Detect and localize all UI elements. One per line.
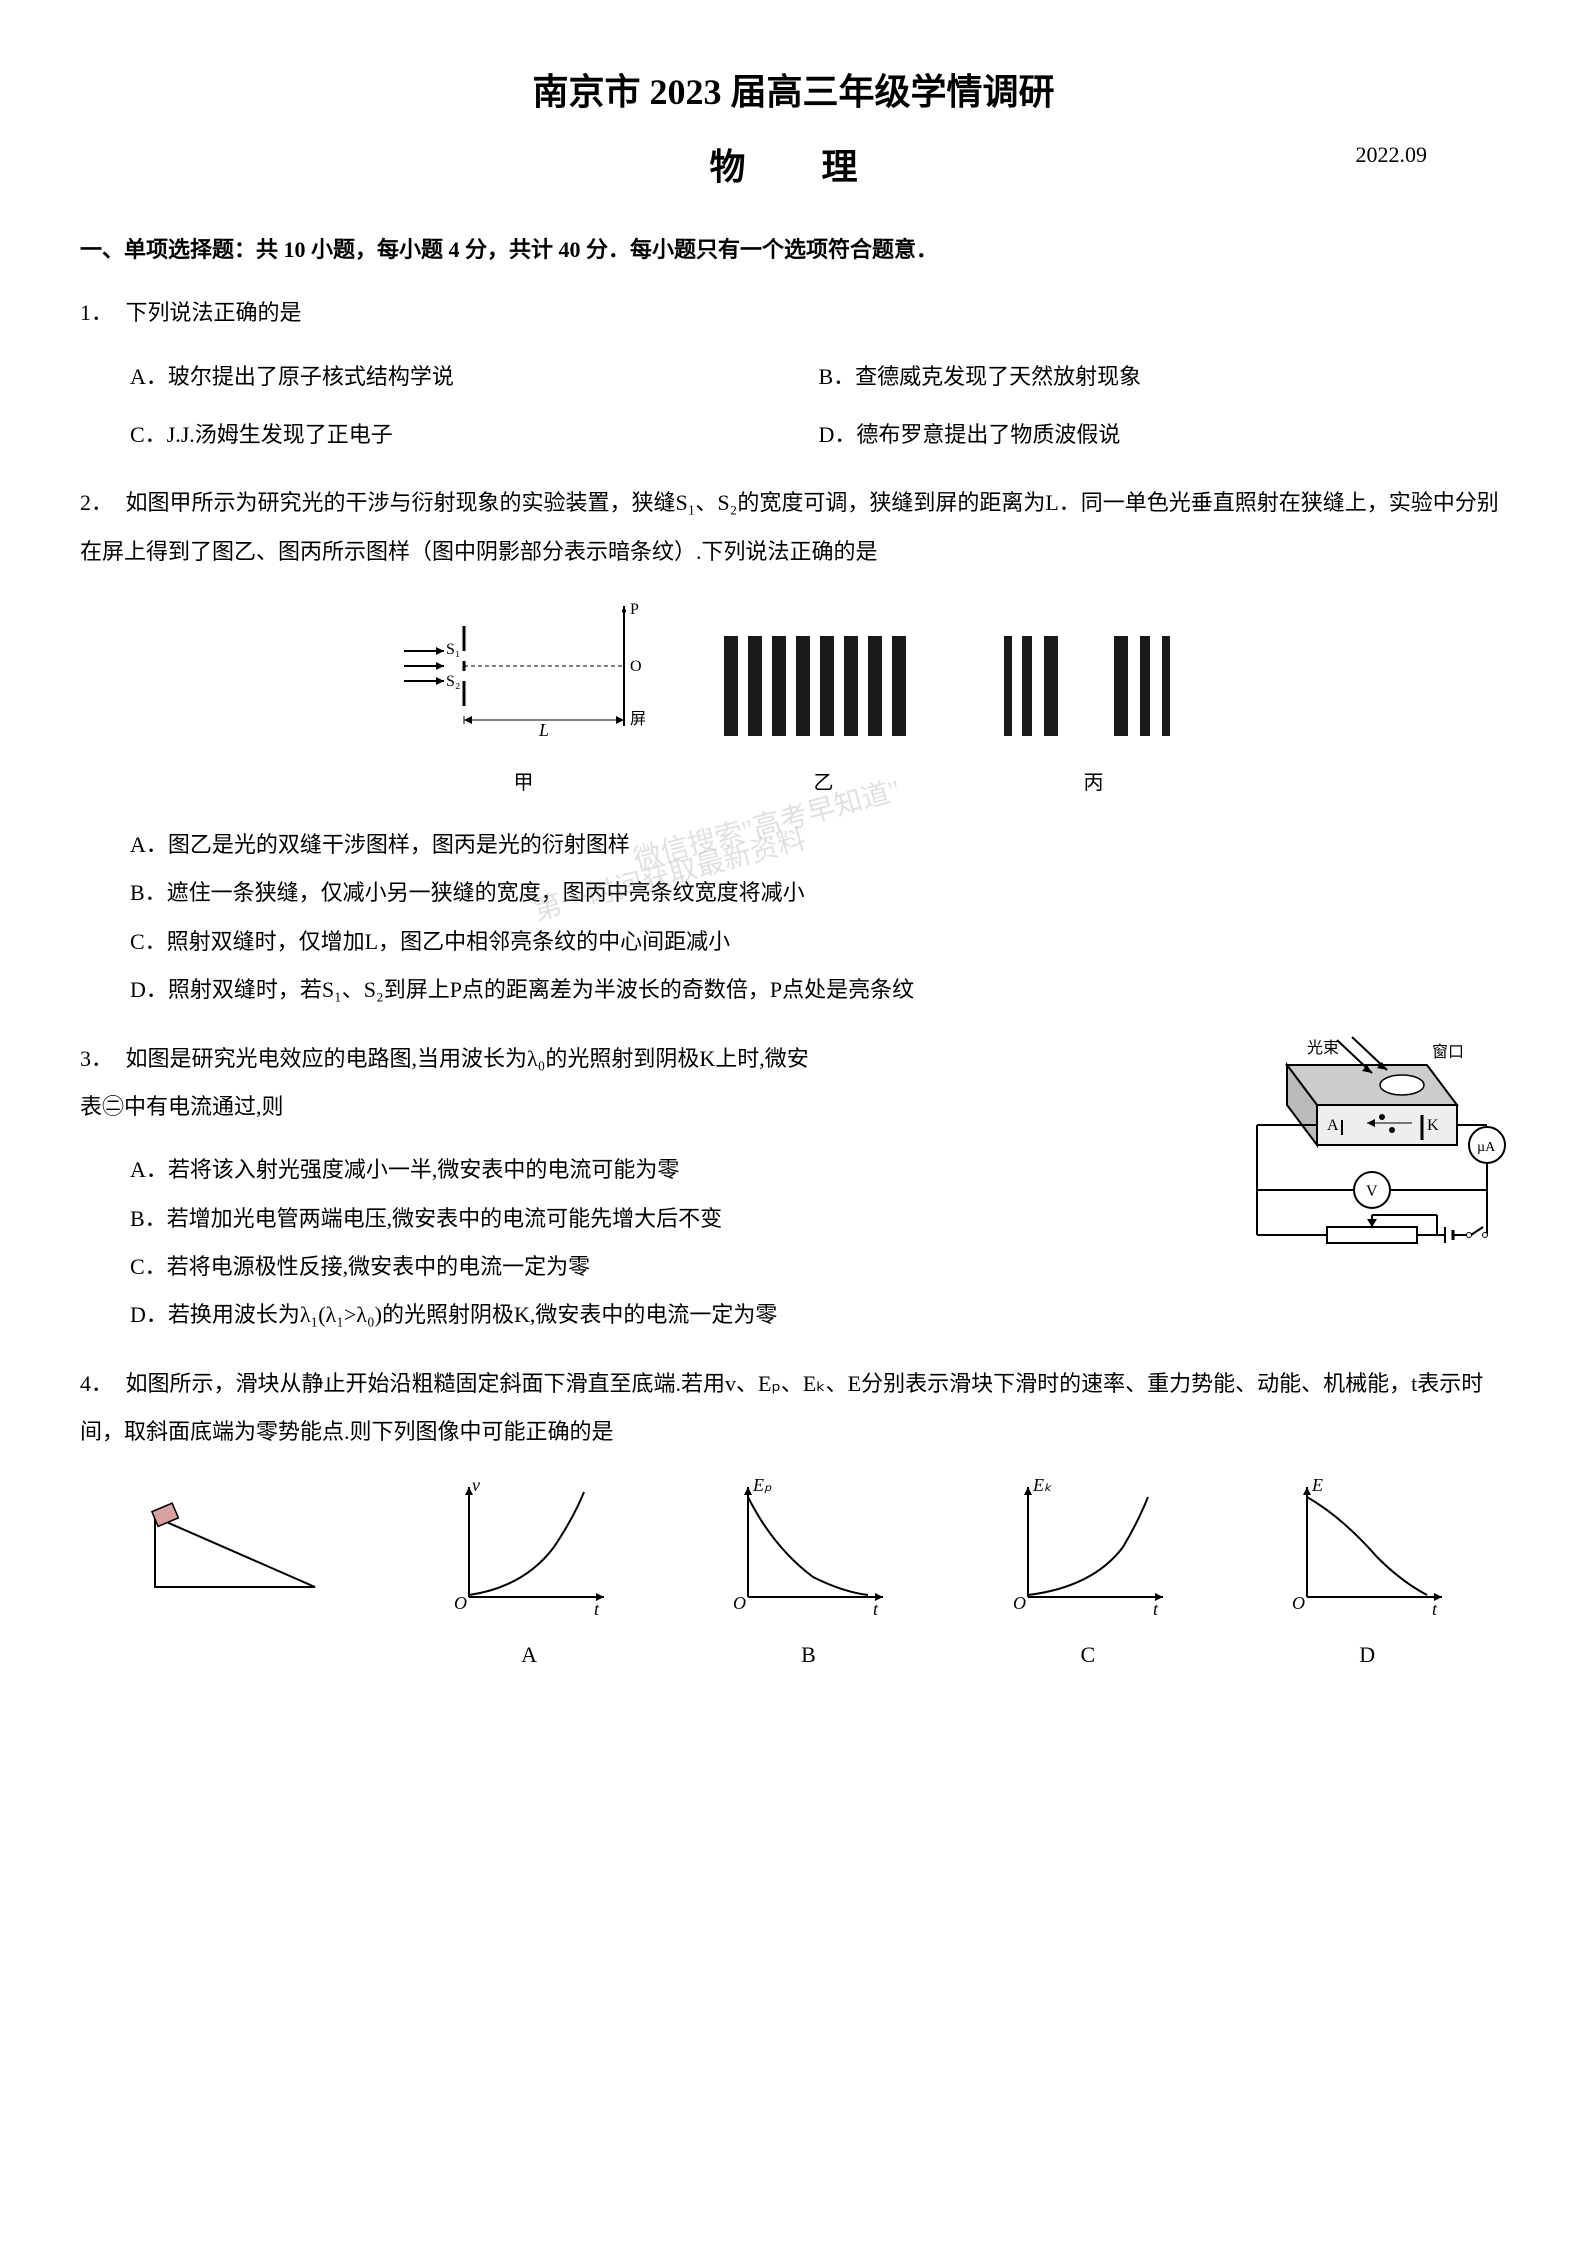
s2-label: S₂ [446, 673, 460, 690]
subtitle-row: 物 理 2022.09 [80, 135, 1507, 200]
ep-axis: Eₚ [752, 1477, 772, 1495]
q2-option-b: B．遮住一条狭缝，仅减小另一狭缝的宽度，图丙中亮条纹宽度将减小 [130, 869, 1507, 917]
q2-figure-c: 丙 [994, 626, 1194, 801]
graph-c-label: C [1003, 1635, 1173, 1675]
exam-date: 2022.09 [1356, 135, 1428, 175]
fig-c-label: 丙 [994, 765, 1194, 801]
diffraction-pattern [994, 626, 1194, 746]
graph-a-label: A [444, 1635, 614, 1675]
q3-stem-b: 表㊁中有电流通过,则 [80, 1094, 284, 1119]
incline-spacer [135, 1635, 335, 1675]
o-origin-a: O [454, 1593, 467, 1613]
q1-option-a: A．玻尔提出了原子核式结构学说 [130, 353, 819, 401]
fig-a-label: 甲 [394, 765, 654, 801]
q1-number: 1． [80, 289, 120, 337]
q1-stem: 下列说法正确的是 [126, 300, 302, 325]
incline-diagram [135, 1487, 335, 1617]
t-axis-a: t [594, 1599, 600, 1617]
q4-number: 4． [80, 1360, 120, 1408]
q1-options-row-1: A．玻尔提出了原子核式结构学说 B．查德威克发现了天然放射现象 [130, 353, 1507, 401]
t-axis-d: t [1432, 1599, 1438, 1617]
question-2: 2． 如图甲所示为研究光的干涉与衍射现象的实验装置，狭缝S₁、S₂的宽度可调，狭… [80, 479, 1507, 576]
graph-c: Eₖ O t C [1003, 1477, 1173, 1675]
double-slit-diagram: S₁ S₂ P O 屏 L [394, 596, 654, 746]
screen-label: 屏 [630, 711, 646, 728]
light-label: 光束 [1307, 1039, 1339, 1057]
v-axis: v [472, 1477, 480, 1495]
ek-axis: Eₖ [1032, 1477, 1052, 1495]
ep-t-graph: Eₚ O t [723, 1477, 893, 1617]
q2-option-c: C．照射双缝时，仅增加L，图乙中相邻亮条纹的中心间距减小 [130, 918, 1507, 966]
e-t-graph: E O t [1282, 1477, 1452, 1617]
o-origin-d: O [1292, 1593, 1305, 1613]
q4-graphs: v O t A Eₚ O t B Eₖ O t C [80, 1477, 1507, 1675]
v-t-graph: v O t [444, 1477, 614, 1617]
a-electrode: A [1327, 1117, 1339, 1134]
question-1: 1． 下列说法正确的是 [80, 289, 1507, 337]
q2-option-d: D．照射双缝时，若S₁、S₂到屏上P点的距离差为半波长的奇数倍，P点处是亮条纹 [130, 966, 1507, 1014]
fig-b-label: 乙 [714, 765, 934, 801]
graph-b: Eₚ O t B [723, 1477, 893, 1675]
q4-stem: 如图所示，滑块从静止开始沿粗糙固定斜面下滑直至底端.若用v、Eₚ、Eₖ、E分别表… [80, 1371, 1483, 1444]
graph-a: v O t A [444, 1477, 614, 1675]
microammeter-label: µA [1477, 1140, 1496, 1155]
q3-option-d: D．若换用波长为λ₁(λ₁>λ₀)的光照射阴极K,微安表中的电流一定为零 [130, 1291, 1507, 1339]
q2-figure-a: S₁ S₂ P O 屏 L 甲 [394, 596, 654, 801]
section-1-header: 一、单项选择题：共 10 小题，每小题 4 分，共计 40 分．每小题只有一个选… [80, 230, 1507, 270]
graph-d-label: D [1282, 1635, 1452, 1675]
window-label: 窗口 [1432, 1043, 1464, 1061]
t-axis-c: t [1153, 1599, 1159, 1617]
q3-number: 3． [80, 1035, 120, 1083]
q1-option-b: B．查德威克发现了天然放射现象 [819, 353, 1508, 401]
graph-d: E O t D [1282, 1477, 1452, 1675]
main-title: 南京市 2023 届高三年级学情调研 [80, 60, 1507, 125]
q1-option-d: D．德布罗意提出了物质波假说 [819, 411, 1508, 459]
p-label: P [630, 601, 639, 618]
q1-options-row-2: C．J.J.汤姆生发现了正电子 D．德布罗意提出了物质波假说 [130, 411, 1507, 459]
q2-stem: 如图甲所示为研究光的干涉与衍射现象的实验装置，狭缝S₁、S₂的宽度可调，狭缝到屏… [80, 490, 1499, 563]
o-origin-b: O [733, 1593, 746, 1613]
s1-label: S₁ [446, 641, 460, 658]
q3-stem-a: 如图是研究光电效应的电路图,当用波长为λ₀的光照射到阴极K上时,微安 [126, 1046, 809, 1071]
question-4: 4． 如图所示，滑块从静止开始沿粗糙固定斜面下滑直至底端.若用v、Eₚ、Eₖ、E… [80, 1360, 1507, 1457]
q2-number: 2． [80, 479, 120, 527]
photoelectric-circuit: 光束 窗口 A K µA V [1227, 1035, 1507, 1265]
q1-option-c: C．J.J.汤姆生发现了正电子 [130, 411, 819, 459]
q3-circuit-figure: 光束 窗口 A K µA V [1227, 1035, 1507, 1276]
e-axis: E [1311, 1477, 1323, 1495]
question-3-wrap: 光束 窗口 A K µA V [80, 1035, 1507, 1340]
q2-figures: S₁ S₂ P O 屏 L 甲 [80, 596, 1507, 801]
q2-figure-b: 乙 [714, 626, 934, 801]
interference-pattern [714, 626, 934, 746]
graph-b-label: B [723, 1635, 893, 1675]
subtitle: 物 理 [709, 135, 877, 200]
o-origin-c: O [1013, 1593, 1026, 1613]
q2-option-a: A．图乙是光的双缝干涉图样，图丙是光的衍射图样 [130, 821, 1507, 869]
t-axis-b: t [873, 1599, 879, 1617]
ek-t-graph: Eₖ O t [1003, 1477, 1173, 1617]
l-label: L [538, 720, 549, 740]
k-electrode: K [1427, 1117, 1439, 1134]
o-label: O [630, 658, 642, 675]
voltmeter-label: V [1366, 1183, 1378, 1200]
incline-figure [135, 1487, 335, 1675]
